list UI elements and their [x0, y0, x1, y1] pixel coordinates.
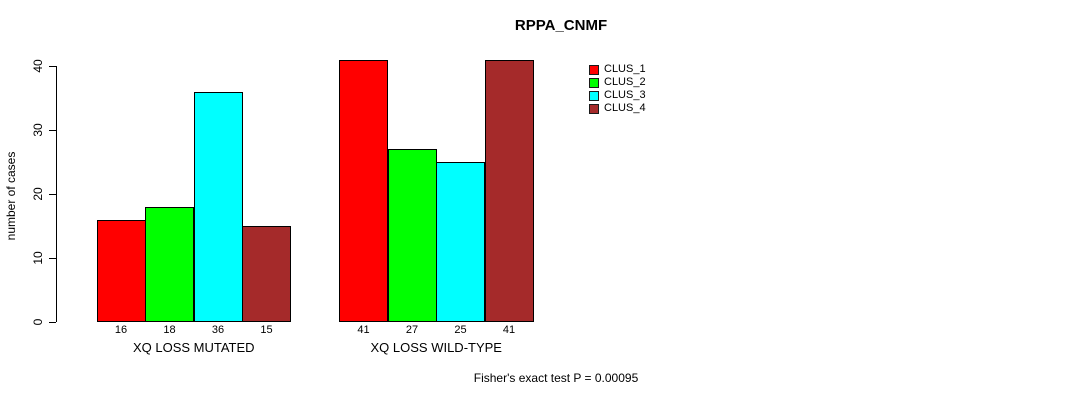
legend: CLUS_1 CLUS_2 CLUS_3 CLUS_4: [589, 63, 646, 115]
y-tick-label: 40: [31, 59, 45, 73]
bar-value-label: 18: [163, 324, 176, 336]
legend-row-clus_1: CLUS_1: [589, 63, 646, 76]
bar-value-label: 16: [114, 324, 128, 336]
y-tick-label: 0: [31, 318, 45, 326]
legend-label: CLUS_2: [604, 76, 646, 88]
legend-label: CLUS_4: [604, 102, 646, 114]
x-group-label: XQ LOSS WILD-TYPE: [370, 340, 502, 355]
y-tick-label: 10: [31, 251, 45, 265]
bar-value-label: 41: [502, 324, 516, 336]
legend-swatch-clus_4: [589, 103, 599, 114]
legend-row-clus_4: CLUS_4: [589, 102, 646, 115]
fisher-test-annotation: Fisher's exact test P = 0.00095: [473, 371, 639, 385]
legend-row-clus_2: CLUS_2: [589, 76, 646, 89]
y-tick-mark: [49, 257, 56, 259]
legend-label: CLUS_3: [604, 89, 646, 101]
bar-clus_2-group2: [387, 149, 437, 322]
bar-clus_4-group1: [242, 226, 291, 322]
legend-swatch-clus_1: [589, 64, 599, 75]
bar-value-label: 27: [405, 324, 419, 336]
bar-clus_1-group2: [339, 59, 388, 322]
bar-clus_3-group1: [193, 91, 243, 322]
y-axis-line: [56, 66, 57, 322]
bar-value-label: 15: [260, 324, 273, 336]
x-group-label: XQ LOSS MUTATED: [132, 340, 255, 355]
chart-title: RPPA_CNMF: [514, 17, 608, 34]
y-tick-label: 20: [31, 187, 45, 201]
y-axis-title: number of cases: [4, 151, 18, 241]
legend-label: CLUS_1: [604, 63, 646, 75]
bar-value-label: 25: [454, 324, 467, 336]
y-tick-mark: [49, 129, 56, 131]
bar-clus_2-group1: [145, 206, 194, 322]
bar-clus_1-group1: [96, 219, 146, 322]
bar-value-label: 41: [357, 324, 370, 336]
legend-row-clus_3: CLUS_3: [589, 89, 646, 102]
y-tick-label: 30: [31, 123, 45, 137]
bar-value-label: 36: [211, 324, 225, 336]
bar-clus_4-group2: [484, 59, 534, 322]
y-tick-mark: [49, 321, 56, 323]
legend-swatch-clus_2: [589, 77, 599, 88]
bar-clus_3-group2: [436, 162, 485, 322]
legend-swatch-clus_3: [589, 90, 599, 101]
y-tick-mark: [49, 65, 56, 67]
y-tick-mark: [49, 193, 56, 195]
